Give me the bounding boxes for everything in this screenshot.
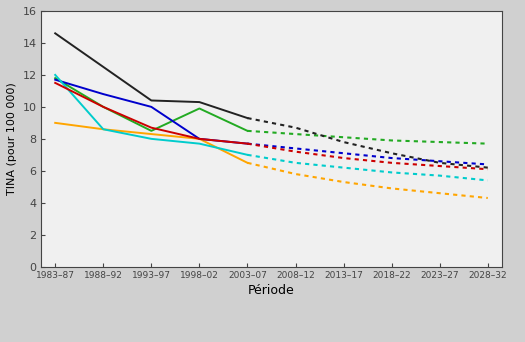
Canada — [244, 142, 250, 146]
Line: Ontario: Ontario — [55, 80, 247, 144]
Canada — [52, 81, 58, 85]
Canada — [148, 126, 154, 130]
Québec — [148, 137, 154, 141]
Prairies — [148, 129, 154, 133]
Atlantique — [52, 31, 58, 35]
Line: Atlantique: Atlantique — [55, 33, 247, 118]
Québec — [100, 127, 107, 131]
Y-axis label: TINA (pour 100 000): TINA (pour 100 000) — [7, 82, 17, 195]
Atlantique — [148, 98, 154, 103]
Line: Prairies: Prairies — [55, 78, 247, 131]
Line: C.-B.: C.-B. — [55, 123, 247, 163]
C.-B. — [244, 161, 250, 165]
Québec — [196, 142, 203, 146]
Québec — [244, 153, 250, 157]
C.-B. — [52, 121, 58, 125]
Line: Québec: Québec — [55, 75, 247, 155]
Canada — [196, 137, 203, 141]
Ontario — [148, 105, 154, 109]
X-axis label: Période: Période — [248, 284, 295, 297]
C.-B. — [148, 132, 154, 136]
Ontario — [196, 137, 203, 141]
Prairies — [52, 76, 58, 80]
Canada — [100, 105, 107, 109]
Québec — [52, 73, 58, 77]
C.-B. — [196, 137, 203, 141]
Line: Canada: Canada — [55, 83, 247, 144]
C.-B. — [100, 127, 107, 131]
Ontario — [100, 92, 107, 96]
Ontario — [244, 142, 250, 146]
Ontario — [52, 78, 58, 82]
Prairies — [244, 129, 250, 133]
Atlantique — [100, 65, 107, 69]
Prairies — [100, 105, 107, 109]
Atlantique — [244, 116, 250, 120]
Prairies — [196, 106, 203, 110]
Atlantique — [196, 100, 203, 104]
